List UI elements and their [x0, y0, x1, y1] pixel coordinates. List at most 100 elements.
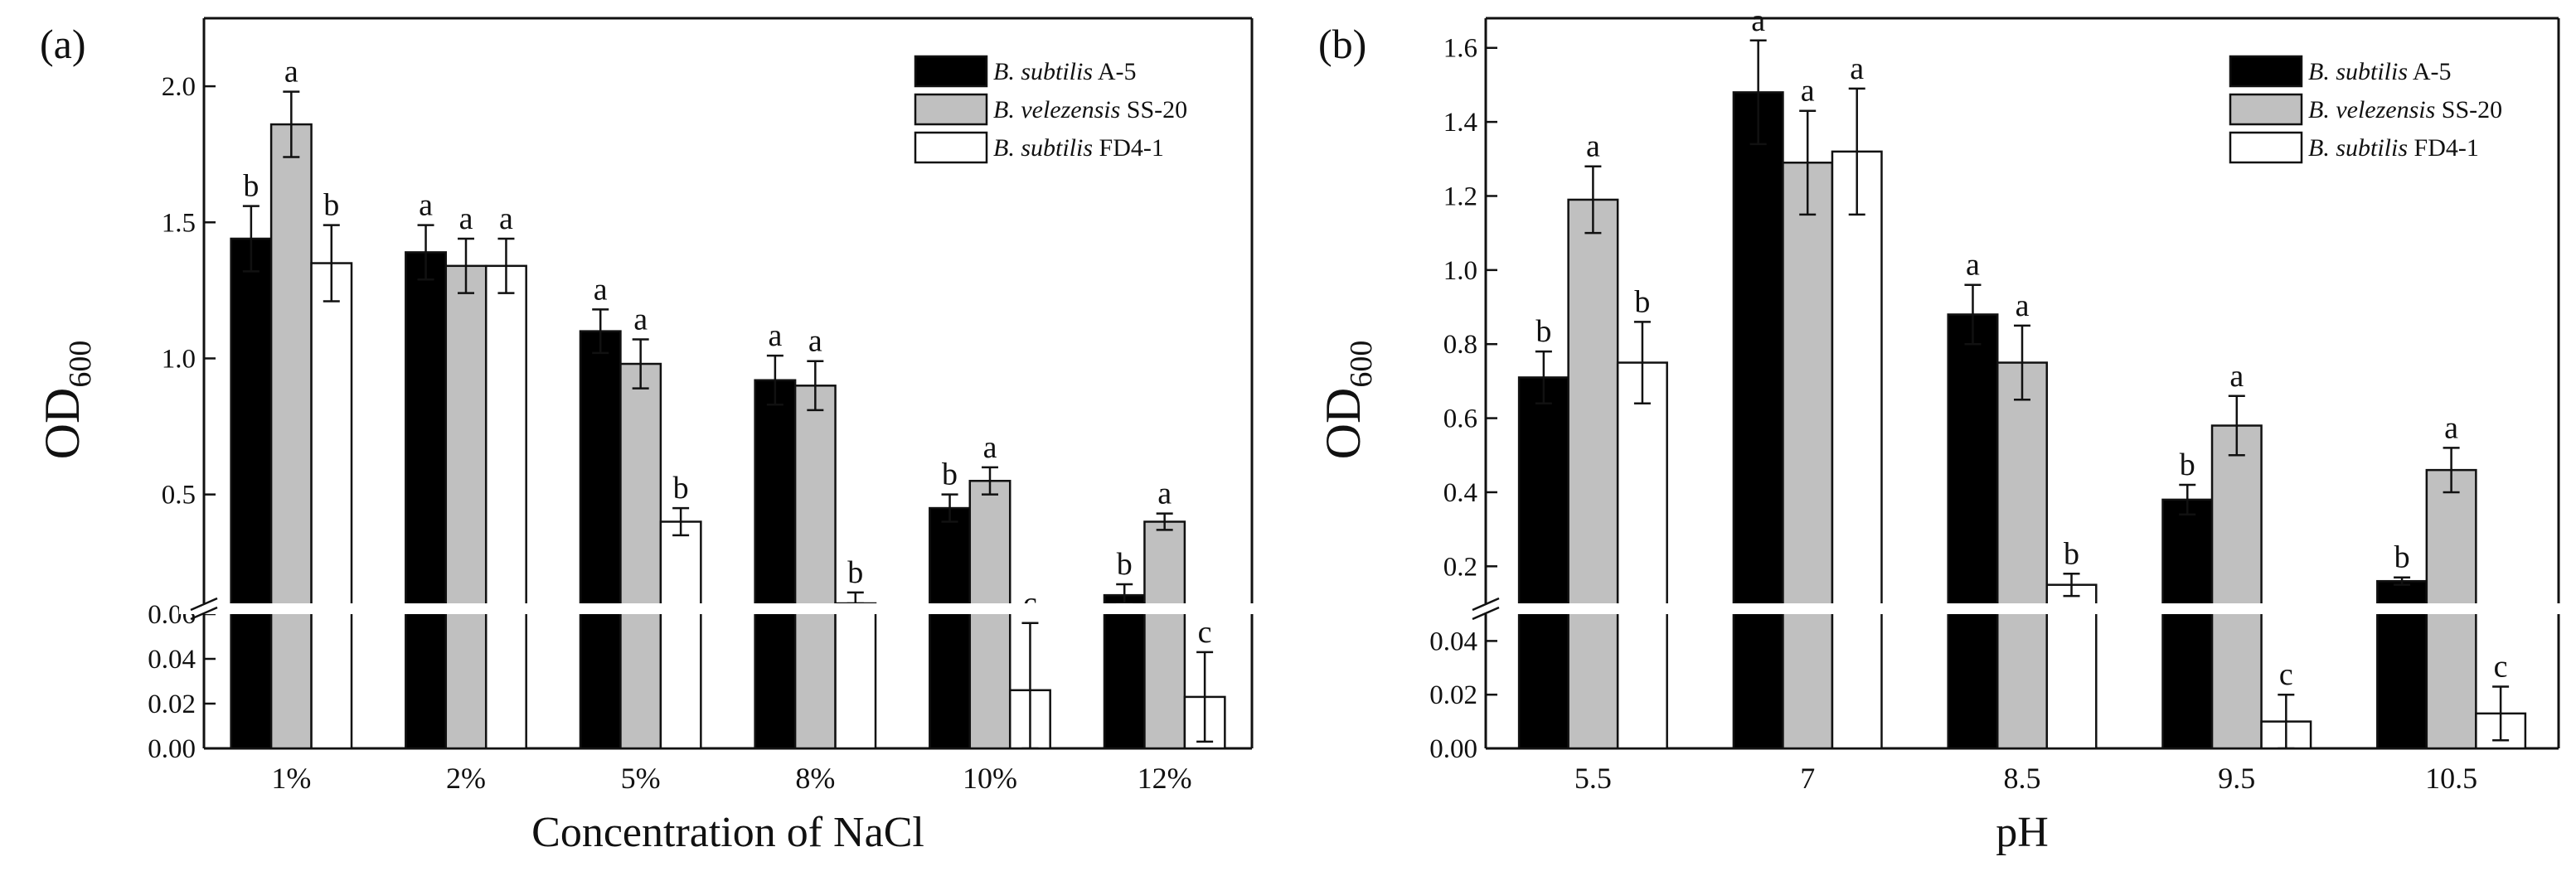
significance-letter: a	[1157, 477, 1172, 511]
y-tick-label: 1.5	[162, 208, 196, 238]
significance-letter: b	[323, 188, 339, 223]
axis-break-mark	[190, 597, 218, 612]
panel-label: (a)	[40, 21, 86, 67]
significance-letter: a	[983, 430, 997, 465]
x-tick-label: 5%	[621, 762, 661, 795]
y-axis-title: OD600	[35, 341, 98, 460]
bar-a5	[405, 251, 448, 750]
axis-break-gap	[179, 603, 1277, 614]
bar-ss20	[2210, 424, 2263, 750]
bar-ss20	[968, 479, 1011, 750]
x-axis-title: pH	[1996, 809, 2049, 856]
bar-ss20	[1782, 162, 1834, 750]
y-axis-title-main: OD	[35, 388, 90, 460]
y-tick-label: 1.0	[1443, 256, 1477, 286]
bar-fd41	[1616, 361, 1668, 750]
bar-a5	[1103, 593, 1146, 750]
x-tick-label: 7	[1800, 762, 1815, 795]
significance-letter: a	[284, 55, 298, 90]
bar-ss20	[444, 264, 488, 750]
bar-ss20	[619, 362, 662, 750]
axis-break-mark	[1472, 606, 1500, 621]
bar-fd41	[659, 520, 702, 750]
legend-label-fd41: B. subtilis FD4-1	[2308, 134, 2479, 162]
significance-letter: a	[419, 188, 433, 223]
bar-fd41	[834, 602, 877, 750]
significance-letter: a	[808, 324, 822, 359]
bar-a5	[2161, 498, 2214, 750]
significance-letter: a	[633, 302, 648, 336]
legend-label-ss20: B. velezensis SS-20	[2308, 96, 2502, 123]
axis-break-gap	[1461, 603, 2576, 614]
y-tick-label: 0.5	[162, 481, 196, 511]
x-tick-label: 9.5	[2218, 762, 2255, 795]
y-tick-label: 0.2	[1443, 552, 1477, 582]
y-tick-label: 2.0	[162, 72, 196, 102]
legend-label-ss20: B. velezensis SS-20	[993, 96, 1187, 123]
significance-letter: b	[2064, 536, 2079, 571]
x-tick-label: 8%	[795, 762, 835, 795]
bar-a5	[1947, 313, 1999, 750]
x-tick-label: 10%	[963, 762, 1017, 795]
significance-letter: a	[1850, 51, 1864, 86]
bar-a5	[754, 379, 797, 750]
y-tick-label: 0.04	[148, 645, 196, 675]
significance-letter: b	[1634, 284, 1650, 319]
significance-letter: a	[2444, 410, 2458, 445]
y-axis-title-subscript: 600	[1344, 341, 1379, 388]
significance-letter: a	[1966, 248, 1980, 283]
legend-strain: A-5	[1093, 58, 1137, 85]
legend-strain: A-5	[2408, 58, 2452, 85]
y-tick-label: 1.6	[1443, 34, 1477, 64]
y-tick-label: 0.02	[1429, 680, 1477, 710]
legend-strain: SS-20	[1120, 96, 1187, 123]
x-tick-label: 5.5	[1574, 762, 1612, 795]
legend-species: B. velezensis	[2308, 96, 2435, 123]
y-axis-title-main: OD	[1316, 388, 1370, 460]
bar-a5	[929, 506, 972, 750]
y-axis-title-subscript: 600	[63, 341, 98, 388]
bar-ss20	[269, 123, 313, 750]
x-tick-label: 1%	[271, 762, 311, 795]
legend-label-fd41: B. subtilis FD4-1	[993, 134, 1164, 162]
x-tick-label: 10.5	[2425, 762, 2477, 795]
legend-species: B. subtilis	[2308, 58, 2408, 85]
bar-a5	[579, 330, 622, 750]
significance-letter: a	[1801, 74, 1815, 109]
significance-letter: a	[499, 201, 513, 236]
y-tick-label: 1.0	[162, 344, 196, 374]
bar-ss20	[1143, 520, 1186, 750]
legend-species: B. subtilis	[2308, 134, 2408, 162]
axis-break-mark	[190, 606, 218, 621]
bar-ss20	[793, 385, 837, 750]
legend-species: B. velezensis	[993, 96, 1120, 123]
significance-letter: c	[1198, 615, 1212, 650]
x-tick-label: 8.5	[2004, 762, 2041, 795]
significance-letter: b	[847, 555, 863, 590]
significance-letter: b	[1117, 547, 1133, 582]
significance-letter: a	[2229, 359, 2244, 394]
axis-break-mark	[1472, 597, 1500, 612]
significance-letter: a	[459, 201, 473, 236]
legend-strain: FD4-1	[1093, 134, 1164, 162]
legend: B. subtilis A-5 B. velezensis SS-20 B. sub…	[914, 55, 1187, 164]
legend-swatch-fd41	[2229, 131, 2303, 164]
legend-label-a5: B. subtilis A-5	[993, 58, 1137, 85]
significance-letter: a	[768, 318, 782, 353]
significance-letter: b	[2394, 540, 2410, 575]
panel-label: (b)	[1318, 21, 1366, 67]
significance-letter: a	[594, 272, 608, 307]
bar-fd41	[484, 264, 527, 750]
chart-panel-b: (b) 0.2 0.4 0.6 0.8 1.0 1.2 1.4 1.6 0.00 0.02 0.04 O…	[1316, 3, 2576, 856]
bar-ss20	[1567, 198, 1619, 750]
significance-letter: c	[1023, 586, 1037, 621]
significance-letter: c	[2279, 657, 2293, 692]
legend-strain: SS-20	[2435, 96, 2502, 123]
significance-letter: b	[243, 169, 259, 204]
x-axis-title: Concentration of NaCl	[531, 809, 924, 856]
legend-label-a5: B. subtilis A-5	[2308, 58, 2452, 85]
significance-letter: a	[1751, 3, 1765, 38]
legend-swatch-ss20	[2229, 93, 2303, 126]
legend-swatch-ss20	[914, 93, 988, 126]
significance-letter: b	[673, 471, 689, 506]
